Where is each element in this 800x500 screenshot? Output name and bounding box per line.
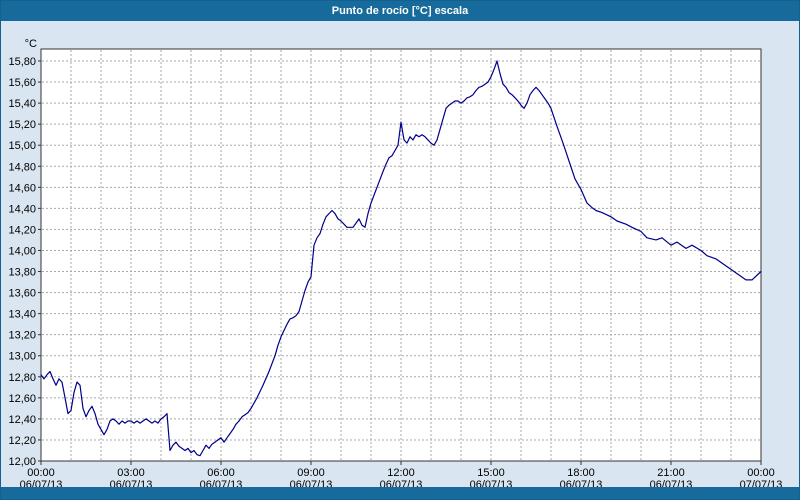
y-tick-label: 15,60	[8, 77, 36, 89]
x-tick-time: 00:00	[747, 467, 775, 479]
chart-area: 12,00 12,20 12,40 12,60 12,80 13,00 13,20 13,40…	[1, 21, 799, 487]
x-tick-date: 06/07/13	[560, 479, 603, 487]
y-tick-label: 15,40	[8, 98, 36, 110]
y-axis-unit-label: °C	[25, 38, 37, 50]
x-tick-date: 06/07/13	[650, 479, 693, 487]
x-tick-date: 06/07/13	[200, 479, 243, 487]
x-tick-time: 15:00	[477, 467, 505, 479]
y-tick-label: 12,80	[8, 372, 36, 384]
y-tick-label: 15,80	[8, 56, 36, 68]
y-tick-label: 15,00	[8, 140, 36, 152]
y-tick-label: 13,20	[8, 330, 36, 342]
bottom-bar	[1, 487, 799, 499]
chart-title-bar: Punto de rocío [°C] escala	[1, 1, 799, 21]
y-tick-label: 12,00	[8, 456, 36, 468]
x-tick-time: 03:00	[117, 467, 145, 479]
x-tick-date: 06/07/13	[110, 479, 153, 487]
y-tick-label: 14,40	[8, 203, 36, 215]
x-tick-date: 06/07/13	[20, 479, 63, 487]
x-tick-date: 07/07/13	[740, 479, 783, 487]
x-tick-time: 12:00	[387, 467, 415, 479]
y-tick-label: 13,80	[8, 267, 36, 279]
y-tick-label: 12,40	[8, 414, 36, 426]
y-tick-label: 14,00	[8, 245, 36, 257]
y-tick-label: 13,00	[8, 351, 36, 363]
dewpoint-line-chart: 12,00 12,20 12,40 12,60 12,80 13,00 13,20 13,40…	[8, 38, 783, 487]
x-tick-time: 09:00	[297, 467, 325, 479]
y-tick-label: 13,60	[8, 288, 36, 300]
y-tick-label: 12,20	[8, 435, 36, 447]
x-tick-time: 18:00	[567, 467, 595, 479]
x-tick-date: 06/07/13	[380, 479, 423, 487]
y-tick-label: 14,60	[8, 182, 36, 194]
y-tick-label: 14,20	[8, 224, 36, 236]
y-tick-label: 15,20	[8, 119, 36, 131]
series-line	[40, 60, 762, 457]
x-tick-date: 06/07/13	[290, 479, 333, 487]
x-tick-time: 00:00	[27, 467, 55, 479]
y-tick-label: 13,40	[8, 309, 36, 321]
y-tick-label: 14,80	[8, 161, 36, 173]
chart-title: Punto de rocío [°C] escala	[331, 5, 469, 17]
y-tick-label: 12,60	[8, 393, 36, 405]
x-tick-time: 21:00	[657, 467, 685, 479]
x-tick-time: 06:00	[207, 467, 235, 479]
x-tick-date: 06/07/13	[470, 479, 513, 487]
